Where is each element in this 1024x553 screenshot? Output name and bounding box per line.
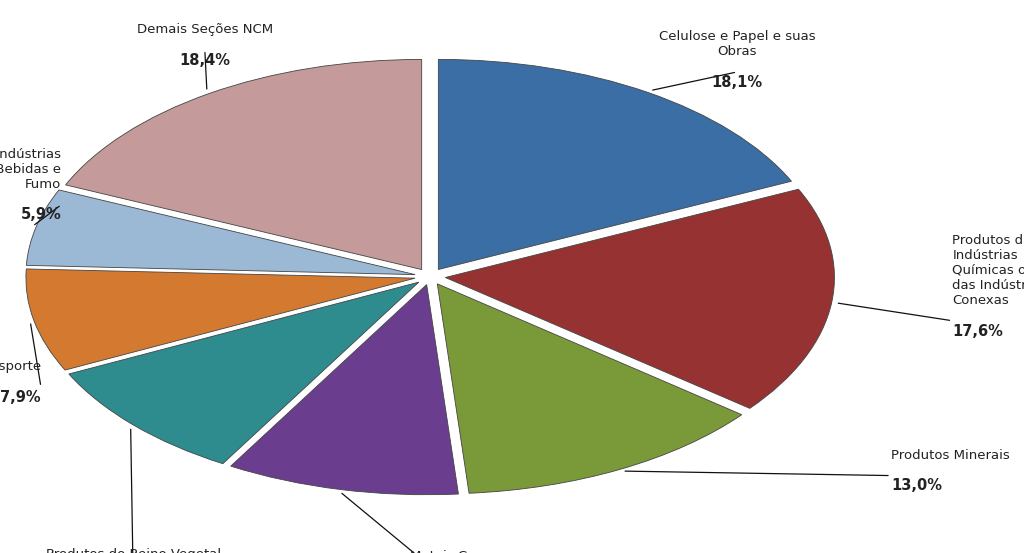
Text: Metais Comuns
e suas Obras: Metais Comuns e suas Obras: [410, 550, 512, 553]
Text: Demais Seções NCM: Demais Seções NCM: [137, 23, 272, 36]
Text: Celulose e Papel e suas
Obras: Celulose e Papel e suas Obras: [659, 30, 815, 58]
Text: Material de Transporte: Material de Transporte: [0, 360, 41, 373]
Wedge shape: [66, 59, 422, 269]
Wedge shape: [437, 284, 741, 493]
Text: Produtos das
Indústrias
Químicas ou
das Indústrias
Conexas: Produtos das Indústrias Químicas ou das …: [952, 234, 1024, 307]
Wedge shape: [438, 59, 792, 269]
Text: 7,9%: 7,9%: [0, 390, 41, 405]
Text: 5,9%: 5,9%: [20, 207, 61, 222]
Text: 18,4%: 18,4%: [179, 53, 230, 67]
Text: Produtos Minerais: Produtos Minerais: [891, 448, 1010, 462]
Text: 13,0%: 13,0%: [891, 478, 942, 493]
Wedge shape: [26, 269, 415, 370]
Text: 17,6%: 17,6%: [952, 324, 1004, 338]
Wedge shape: [230, 285, 459, 495]
Wedge shape: [69, 282, 419, 463]
Text: Produtos do Reino Vegetal: Produtos do Reino Vegetal: [45, 548, 221, 553]
Wedge shape: [27, 190, 415, 275]
Wedge shape: [445, 189, 835, 408]
Text: Produtos das Indústrias
Alimentares, Bebidas e
Fumo: Produtos das Indústrias Alimentares, Beb…: [0, 148, 61, 191]
Text: 18,1%: 18,1%: [712, 75, 763, 90]
